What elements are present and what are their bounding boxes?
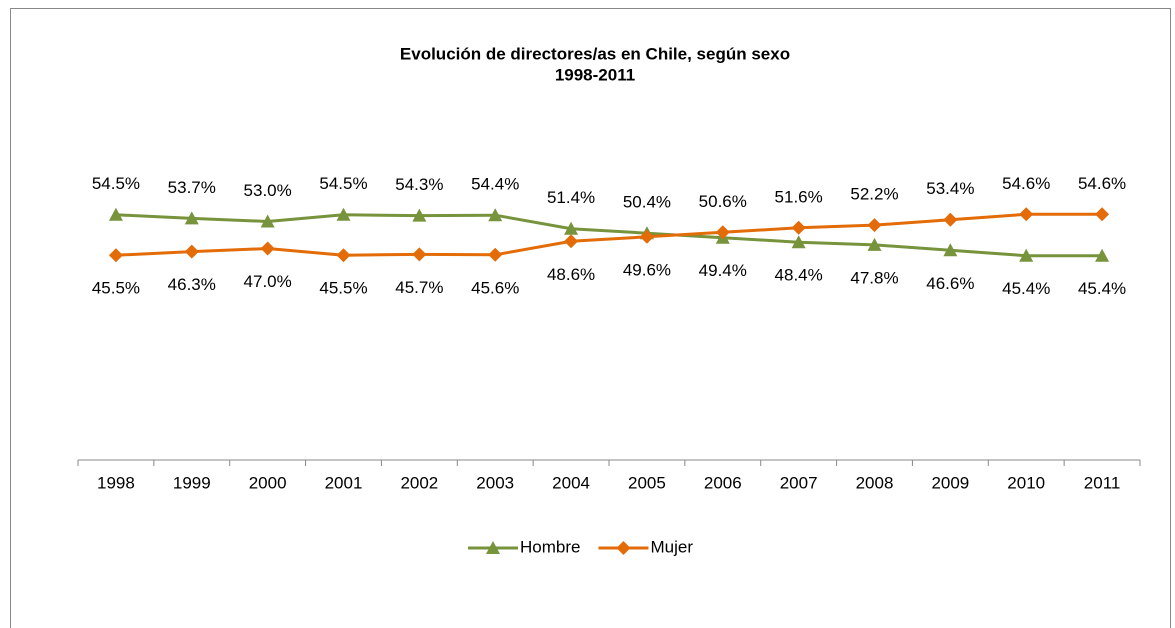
data-label: 52.2% [850,185,898,204]
x-tick-label: 1999 [173,473,211,492]
series-line [115,213,1103,258]
data-label: 48.4% [775,266,823,285]
x-tick-label: 2002 [400,473,438,492]
marker [639,229,654,244]
x-tick-label: 2000 [249,473,287,492]
data-label: 54.6% [1078,174,1126,193]
data-label: 54.5% [319,174,367,193]
marker [260,214,275,228]
marker [488,208,503,222]
data-label: 45.5% [319,279,367,298]
data-label: 46.6% [926,274,974,293]
marker [1019,207,1034,222]
data-label: 45.5% [92,279,140,298]
series-line [115,212,1103,257]
data-label: 51.4% [547,188,595,207]
marker [943,243,958,257]
x-tick-label: 2007 [780,473,818,492]
x-tick-label: 2009 [931,473,969,492]
x-tick-label: 2010 [1007,473,1045,492]
data-label: 46.3% [168,275,216,294]
marker [867,218,882,233]
x-tick-label: 2011 [1084,473,1121,492]
marker [260,241,275,256]
chart-title: Evolución de directores/as en Chile, seg… [400,44,790,63]
data-label: 50.6% [699,192,747,211]
data-label: 45.4% [1002,279,1050,298]
marker [1095,207,1110,222]
x-tick-label: 1998 [97,473,135,492]
x-tick-label: 2008 [856,473,894,492]
marker [564,234,579,249]
legend-label: Hombre [520,537,580,556]
marker [108,207,123,221]
data-label: 48.6% [547,265,595,284]
data-label: 45.6% [471,278,519,297]
x-tick-label: 2006 [704,473,742,492]
marker [336,248,351,263]
marker [943,212,958,227]
marker [791,235,806,249]
data-label: 51.6% [775,187,823,206]
marker [108,248,123,263]
data-label: 53.0% [244,181,292,200]
marker [336,207,351,221]
data-label: 54.4% [471,175,519,194]
data-label: 45.7% [395,278,443,297]
marker [488,247,503,262]
x-tick-label: 2004 [552,473,590,492]
marker [1019,248,1034,262]
data-label: 47.8% [850,268,898,287]
chart-subtitle: 1998-2011 [555,65,635,84]
marker [791,220,806,235]
data-label: 49.4% [699,261,747,280]
marker [412,208,427,222]
x-tick-label: 2001 [325,473,363,492]
x-tick-label: 2005 [628,473,666,492]
marker [412,247,427,262]
data-label: 49.6% [623,260,671,279]
marker [564,221,579,235]
data-label: 53.4% [926,179,974,198]
data-label: 54.5% [92,174,140,193]
marker [715,225,730,240]
marker [184,211,199,225]
legend-label: Mujer [650,537,693,556]
data-label: 53.7% [168,178,216,197]
data-label: 50.4% [623,193,671,212]
marker [184,244,199,259]
data-label: 54.3% [395,175,443,194]
chart-border [10,8,1171,628]
x-tick-label: 2003 [476,473,514,492]
data-label: 47.0% [244,272,292,291]
legend-marker [486,541,500,554]
legend-marker [616,541,631,555]
marker [1095,248,1110,262]
marker [867,237,882,251]
data-label: 54.6% [1002,174,1050,193]
data-label: 45.4% [1078,279,1126,298]
